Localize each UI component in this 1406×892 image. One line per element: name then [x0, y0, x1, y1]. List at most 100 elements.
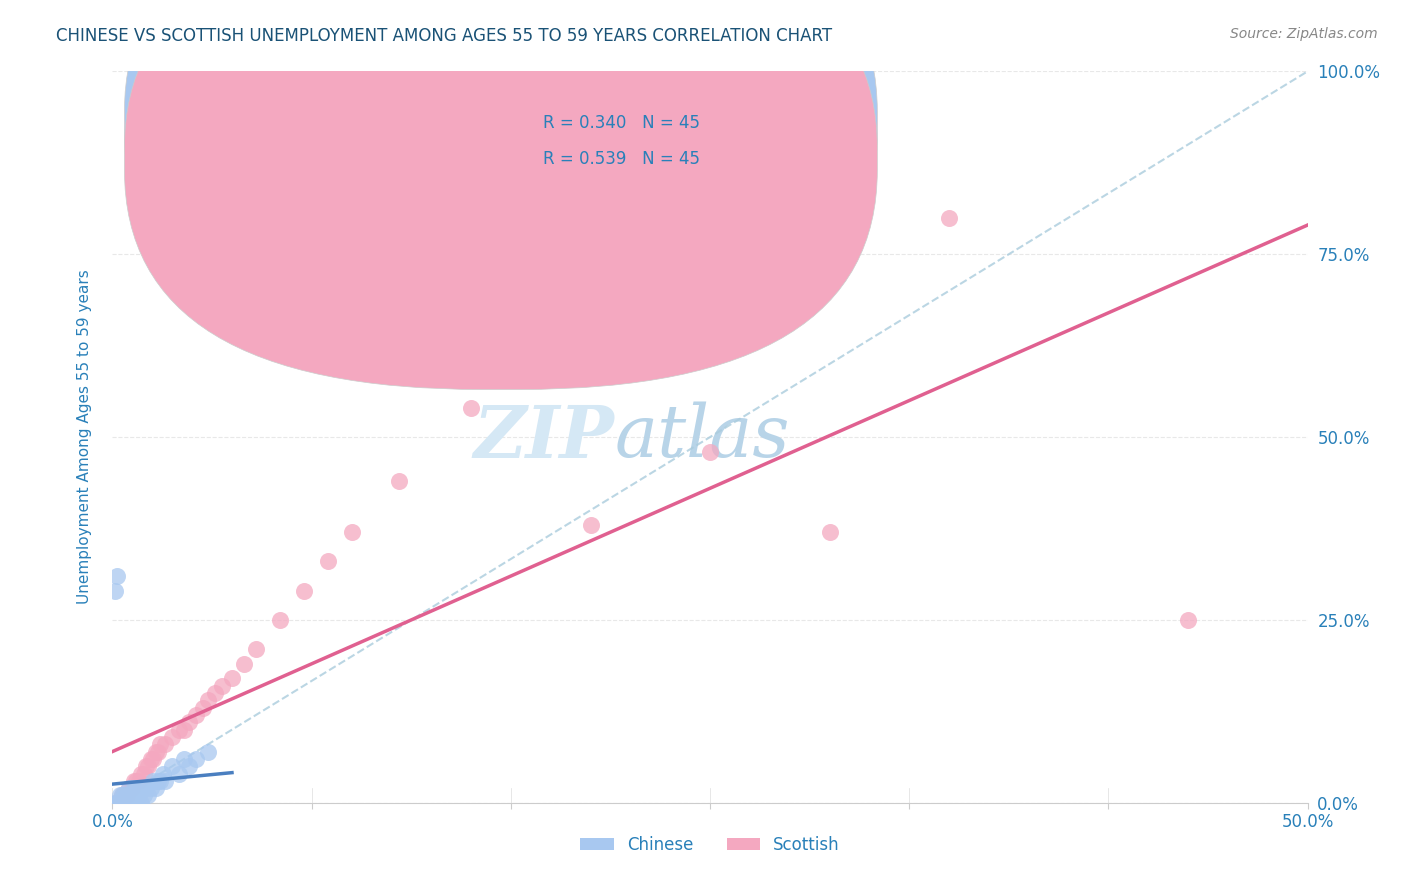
Point: [105, 796, 128, 810]
Point: [221, 672, 243, 686]
Point: [138, 789, 160, 803]
Point: [139, 752, 162, 766]
Point: [114, 796, 135, 810]
Point: [114, 789, 135, 803]
Point: [152, 766, 174, 780]
Point: [118, 796, 141, 810]
Point: [388, 474, 411, 488]
Point: [177, 759, 200, 773]
Point: [104, 796, 127, 810]
Point: [128, 773, 150, 788]
Point: [316, 554, 339, 568]
Y-axis label: Unemployment Among Ages 55 to 59 years: Unemployment Among Ages 55 to 59 years: [77, 269, 91, 605]
Point: [125, 789, 148, 803]
Point: [111, 789, 134, 803]
Point: [135, 781, 157, 796]
Point: [122, 781, 145, 796]
Text: atlas: atlas: [614, 401, 790, 473]
Point: [118, 781, 141, 796]
Point: [118, 781, 141, 796]
Point: [145, 745, 167, 759]
Point: [162, 730, 183, 744]
Point: [104, 583, 127, 598]
Point: [142, 752, 165, 766]
Point: [115, 789, 138, 803]
FancyBboxPatch shape: [125, 0, 877, 390]
Point: [115, 789, 138, 803]
Point: [153, 737, 176, 751]
Point: [108, 796, 131, 810]
Point: [145, 781, 167, 796]
Point: [111, 796, 134, 810]
Point: [162, 759, 183, 773]
Point: [177, 715, 200, 730]
Point: [149, 737, 172, 751]
Point: [125, 773, 148, 788]
Point: [292, 583, 315, 598]
Point: [111, 789, 134, 803]
Point: [125, 781, 148, 796]
Point: [699, 444, 721, 458]
Point: [197, 745, 219, 759]
Point: [153, 773, 176, 788]
Point: [122, 796, 145, 810]
Point: [579, 517, 602, 532]
Point: [108, 796, 131, 810]
Point: [121, 796, 143, 810]
Point: [269, 613, 291, 627]
Point: [125, 796, 148, 810]
Point: [135, 759, 157, 773]
Point: [460, 401, 482, 415]
Point: [105, 796, 128, 810]
Point: [173, 723, 195, 737]
Point: [121, 781, 143, 796]
Point: [132, 766, 155, 780]
Point: [818, 525, 841, 540]
Point: [122, 773, 145, 788]
Point: [129, 766, 152, 780]
Point: [233, 657, 256, 671]
Point: [115, 796, 138, 810]
Point: [121, 789, 143, 803]
Point: [105, 569, 128, 583]
Point: [128, 789, 150, 803]
Point: [186, 752, 208, 766]
Point: [129, 781, 152, 796]
Point: [115, 796, 138, 810]
Point: [108, 789, 131, 803]
Point: [129, 796, 152, 810]
Point: [139, 781, 162, 796]
Point: [173, 752, 195, 766]
Point: [245, 642, 267, 657]
Point: [193, 700, 215, 714]
Point: [118, 796, 141, 810]
Point: [340, 525, 363, 540]
Point: [105, 796, 128, 810]
Point: [108, 796, 131, 810]
Legend: Chinese, Scottish: Chinese, Scottish: [574, 829, 846, 860]
Point: [132, 789, 155, 803]
Text: R = 0.340   N = 45: R = 0.340 N = 45: [543, 113, 700, 131]
Point: [186, 708, 208, 723]
Point: [938, 211, 960, 225]
Point: [114, 796, 135, 810]
Point: [1177, 613, 1199, 627]
Text: ZIP: ZIP: [474, 401, 614, 473]
Point: [531, 343, 554, 357]
Point: [146, 773, 169, 788]
Point: [169, 723, 191, 737]
Point: [149, 773, 172, 788]
Point: [204, 686, 226, 700]
Point: [138, 759, 160, 773]
Point: [142, 773, 165, 788]
FancyBboxPatch shape: [458, 86, 747, 195]
Point: [114, 789, 135, 803]
Point: [146, 745, 169, 759]
Point: [211, 679, 233, 693]
Point: [104, 796, 127, 810]
FancyBboxPatch shape: [125, 0, 877, 353]
Point: [169, 766, 191, 780]
Text: CHINESE VS SCOTTISH UNEMPLOYMENT AMONG AGES 55 TO 59 YEARS CORRELATION CHART: CHINESE VS SCOTTISH UNEMPLOYMENT AMONG A…: [56, 27, 832, 45]
Text: Source: ZipAtlas.com: Source: ZipAtlas.com: [1230, 27, 1378, 41]
Text: R = 0.539   N = 45: R = 0.539 N = 45: [543, 150, 700, 168]
